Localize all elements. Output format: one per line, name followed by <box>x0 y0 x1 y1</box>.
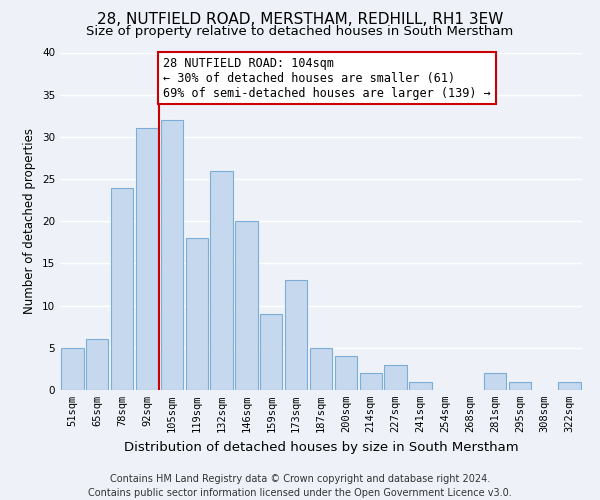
Bar <box>185 238 208 390</box>
Text: Contains HM Land Registry data © Crown copyright and database right 2024.
Contai: Contains HM Land Registry data © Crown c… <box>88 474 512 498</box>
Bar <box>409 382 431 390</box>
Bar <box>509 382 531 390</box>
Bar <box>285 280 307 390</box>
Bar <box>235 221 257 390</box>
Bar <box>111 188 133 390</box>
Bar <box>559 382 581 390</box>
Bar <box>335 356 357 390</box>
Bar <box>359 373 382 390</box>
Bar <box>310 348 332 390</box>
Text: 28 NUTFIELD ROAD: 104sqm
← 30% of detached houses are smaller (61)
69% of semi-d: 28 NUTFIELD ROAD: 104sqm ← 30% of detach… <box>163 56 491 100</box>
Bar <box>484 373 506 390</box>
Bar <box>61 348 83 390</box>
Bar <box>385 364 407 390</box>
Bar <box>136 128 158 390</box>
Bar <box>86 340 109 390</box>
Y-axis label: Number of detached properties: Number of detached properties <box>23 128 37 314</box>
X-axis label: Distribution of detached houses by size in South Merstham: Distribution of detached houses by size … <box>124 440 518 454</box>
Bar <box>161 120 183 390</box>
Bar <box>260 314 283 390</box>
Bar <box>211 170 233 390</box>
Text: Size of property relative to detached houses in South Merstham: Size of property relative to detached ho… <box>86 25 514 38</box>
Text: 28, NUTFIELD ROAD, MERSTHAM, REDHILL, RH1 3EW: 28, NUTFIELD ROAD, MERSTHAM, REDHILL, RH… <box>97 12 503 28</box>
